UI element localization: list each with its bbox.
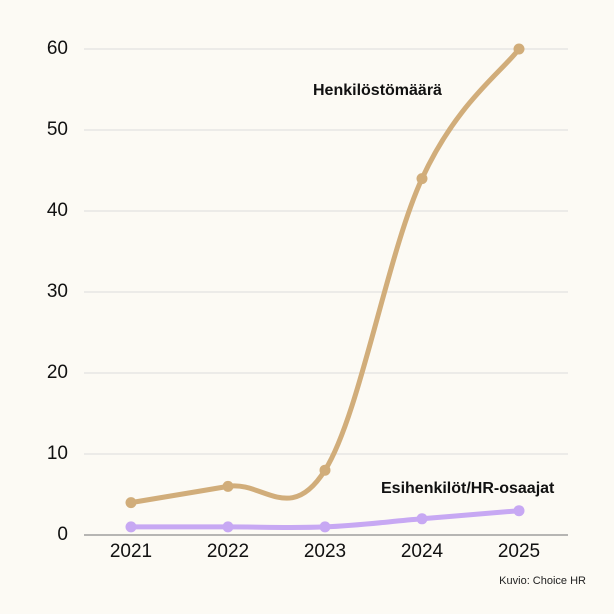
data-point-0-2025 <box>513 43 525 55</box>
y-tick-label-60: 60 <box>47 38 68 59</box>
chart-credit: Kuvio: Choice HR <box>499 575 586 587</box>
y-tick-label-20: 20 <box>47 362 68 383</box>
y-tick-label-50: 50 <box>47 119 68 140</box>
y-tick-label-0: 0 <box>57 524 68 545</box>
series-lines <box>128 46 522 531</box>
y-tick-label-10: 10 <box>47 443 68 464</box>
data-point-0-2024 <box>416 173 428 185</box>
gridlines <box>84 48 568 536</box>
x-axis-ticks: 2021 2022 2023 2024 2025 <box>110 541 540 562</box>
data-point-1-2022 <box>222 521 234 533</box>
series-line-0 <box>128 46 522 506</box>
data-point-0-2022 <box>222 480 234 492</box>
series-label-henkilostomaara: Henkilöstömäärä <box>313 82 442 99</box>
data-point-1-2023 <box>319 521 331 533</box>
y-tick-label-30: 30 <box>47 281 68 302</box>
y-tick-label-40: 40 <box>47 200 68 221</box>
x-tick-label-2025: 2025 <box>498 541 540 562</box>
y-axis-ticks: 0 10 20 30 40 50 60 <box>47 38 68 545</box>
series-label-esihenkilot: Esihenkilöt/HR-osaajat <box>381 480 555 497</box>
x-tick-label-2021: 2021 <box>110 541 152 562</box>
x-tick-label-2024: 2024 <box>401 541 444 562</box>
data-point-1-2021 <box>125 521 137 533</box>
data-point-0-2021 <box>125 497 137 509</box>
data-point-0-2023 <box>319 464 331 476</box>
series-points <box>125 43 525 533</box>
x-tick-label-2022: 2022 <box>207 541 249 562</box>
data-point-1-2025 <box>513 505 525 517</box>
data-point-1-2024 <box>416 513 428 525</box>
x-tick-label-2023: 2023 <box>304 541 346 562</box>
